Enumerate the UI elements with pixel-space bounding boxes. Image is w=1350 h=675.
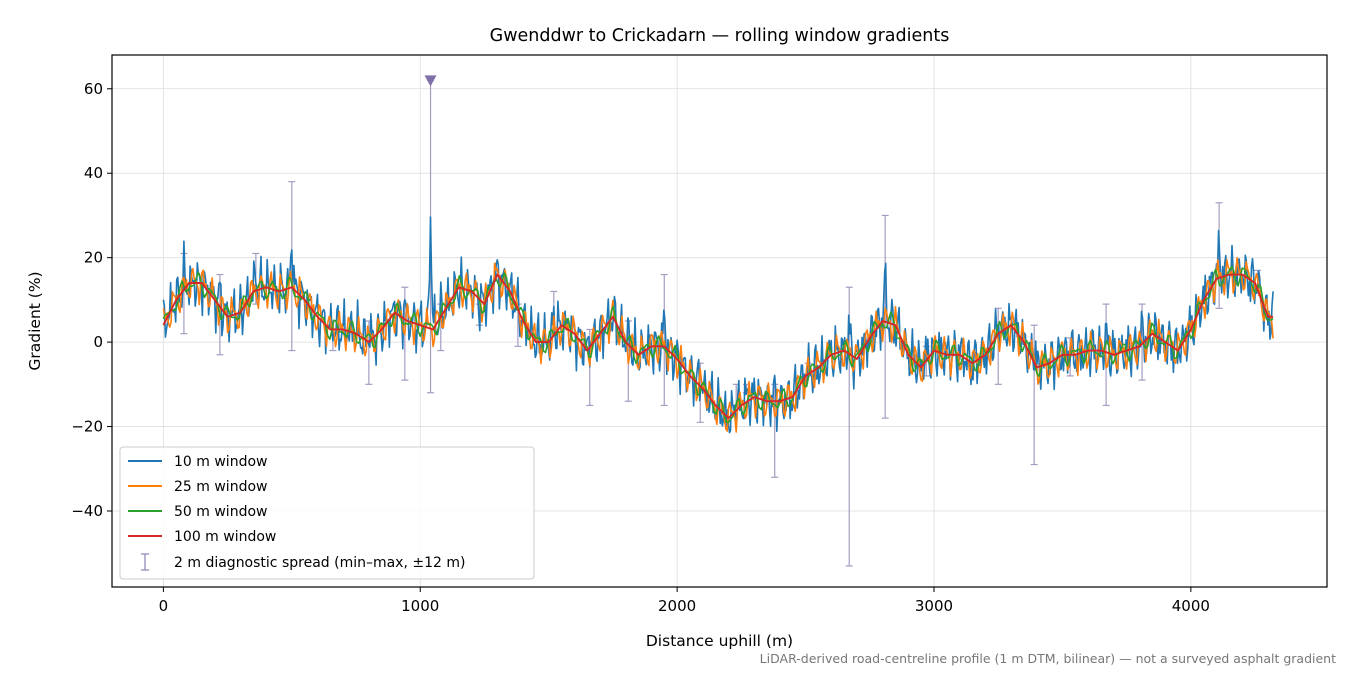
spread-bar bbox=[1030, 324, 1038, 466]
y-tick-label: 60 bbox=[84, 80, 103, 98]
legend-label-10m: 10 m window bbox=[174, 454, 267, 470]
legend-label-50m: 50 m window bbox=[174, 504, 267, 520]
x-tick-label: 1000 bbox=[401, 597, 439, 615]
legend-swatch-spread bbox=[141, 553, 149, 571]
offscale-marker-group bbox=[424, 75, 437, 87]
y-tick-label: −40 bbox=[71, 502, 103, 520]
series-lines bbox=[162, 216, 1274, 434]
legend: 10 m window 25 m window 50 m window 100 … bbox=[119, 446, 535, 580]
x-axis-label: Distance uphill (m) bbox=[646, 632, 793, 650]
y-axis-label: Gradient (%) bbox=[26, 271, 44, 370]
y-tick-label: 0 bbox=[93, 333, 103, 351]
x-tick-label: 3000 bbox=[915, 597, 953, 615]
chart-title: Gwenddwr to Crickadarn — rolling window … bbox=[490, 26, 950, 46]
y-tick-label: 40 bbox=[84, 164, 103, 182]
offscale-marker bbox=[424, 75, 437, 87]
x-tick-label: 2000 bbox=[658, 597, 696, 615]
plot-frame bbox=[111, 54, 1328, 588]
x-tick-label: 0 bbox=[159, 597, 169, 615]
series-line-50m bbox=[162, 265, 1274, 424]
spread-bar bbox=[660, 273, 668, 407]
y-tick-label: 20 bbox=[84, 249, 103, 267]
y-tick-label: −20 bbox=[71, 418, 103, 436]
grid-lines bbox=[112, 55, 1327, 587]
source-footnote: LiDAR-derived road-centreline profile (1… bbox=[759, 651, 1336, 666]
legend-label-100m: 100 m window bbox=[174, 529, 276, 545]
legend-frame bbox=[119, 446, 535, 580]
x-tick-label: 4000 bbox=[1172, 597, 1210, 615]
legend-label-25m: 25 m window bbox=[174, 479, 267, 495]
series-line-100m bbox=[162, 273, 1274, 420]
x-axis-ticks: 0 1000 2000 3000 4000 bbox=[159, 587, 1210, 615]
y-axis-ticks: −40 −20 0 20 40 60 bbox=[71, 80, 112, 520]
legend-label-spread: 2 m diagnostic spread (min–max, ±12 m) bbox=[174, 555, 465, 571]
